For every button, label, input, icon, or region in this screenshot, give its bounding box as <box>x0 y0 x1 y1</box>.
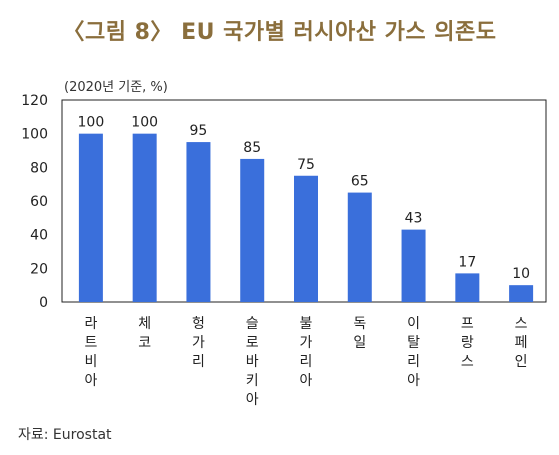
data-label: 95 <box>190 123 208 139</box>
y-tick-label: 40 <box>30 228 48 244</box>
data-label: 10 <box>512 266 530 282</box>
data-label: 65 <box>351 174 369 190</box>
unit-note: (2020년 기준, %) <box>64 80 168 95</box>
y-tick-label: 120 <box>21 93 48 109</box>
y-tick-label: 80 <box>30 160 48 176</box>
chart-title: 〈그림 8〉 EU 국가별 러시아산 가스 의존도 <box>62 20 497 45</box>
bar <box>347 192 372 302</box>
data-label: 100 <box>131 115 158 131</box>
y-tick-label: 20 <box>30 261 48 277</box>
bar <box>455 273 480 302</box>
bar <box>240 158 265 302</box>
y-tick-label: 0 <box>39 295 48 311</box>
data-label: 100 <box>78 115 105 131</box>
bar <box>401 229 426 302</box>
bar <box>78 133 103 302</box>
data-label: 43 <box>405 211 423 227</box>
y-tick-label: 100 <box>21 127 48 143</box>
data-label: 17 <box>458 254 476 270</box>
bar <box>132 133 157 302</box>
source-note: 자료: Eurostat <box>18 427 112 443</box>
data-label: 75 <box>297 157 315 173</box>
bar-chart: 0 20 40 60 80 100 120 100 라 트 비 아 100 체 코 95 헝 가 리 85 슬 로 바 키 아 7… <box>21 93 547 408</box>
data-label: 85 <box>243 140 261 156</box>
bar <box>186 142 211 302</box>
bar <box>294 175 318 302</box>
bar <box>509 285 534 302</box>
y-tick-label: 60 <box>30 194 48 210</box>
